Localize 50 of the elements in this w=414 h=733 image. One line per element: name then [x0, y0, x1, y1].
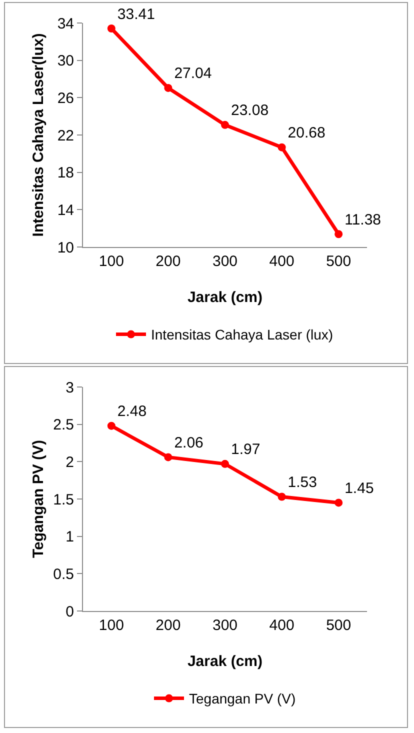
y-tick-label: 22: [57, 127, 74, 144]
x-tick-label: 100: [98, 253, 124, 270]
y-tick-label: 0.5: [53, 566, 74, 583]
x-tick-label: 400: [269, 253, 294, 270]
y-tick-label: 2: [66, 454, 74, 471]
point: [221, 460, 229, 468]
y-tick-label: 14: [57, 202, 74, 219]
point: [221, 120, 229, 129]
y-tick-label: 2.5: [53, 416, 74, 434]
data-label: 1.97: [231, 441, 260, 458]
data-label: 2.48: [117, 403, 147, 420]
data-label: 23.08: [231, 102, 269, 120]
data-label: 33.41: [117, 6, 155, 23]
y-tick-label: 3: [66, 379, 74, 396]
y-tick-label: 10: [57, 239, 74, 256]
data-label: 1.45: [344, 480, 374, 497]
point: [107, 24, 116, 33]
y-tick-label: 1.5: [53, 491, 74, 508]
x-tick-label: 200: [156, 253, 181, 270]
point: [107, 422, 116, 430]
y-tick-label: 34: [57, 15, 74, 32]
point: [334, 230, 343, 238]
data-label: 11.38: [344, 211, 382, 228]
y-tick-label: 26: [57, 90, 74, 107]
data-label: 20.68: [288, 124, 326, 142]
x-tick-label: 300: [212, 617, 238, 634]
x-tick-label: 300: [212, 253, 238, 270]
x-tick-label: 500: [326, 617, 352, 634]
y-axis-title: Intensitas Cahaya Laser(lux): [30, 33, 47, 237]
y-tick-label: 18: [57, 164, 74, 182]
legend-label: Tegangan PV (V): [189, 690, 296, 707]
point: [334, 498, 343, 507]
point: [278, 492, 286, 501]
point: [278, 143, 286, 152]
x-tick-label: 200: [156, 617, 181, 634]
y-tick-label: 0: [66, 603, 74, 620]
x-tick-label: 100: [98, 617, 124, 634]
point: [164, 453, 172, 462]
data-label: 2.06: [174, 434, 204, 452]
y-tick-label: 30: [57, 52, 74, 70]
x-axis-title: Jarak (cm): [187, 289, 263, 306]
data-label: 1.53: [288, 474, 318, 492]
x-tick-label: 500: [326, 253, 352, 270]
x-tick-label: 400: [269, 617, 294, 634]
point: [164, 84, 172, 92]
y-tick-label: 1: [66, 528, 74, 546]
legend-label: Intensitas Cahaya Laser (lux): [151, 326, 334, 343]
x-axis-title: Jarak (cm): [187, 653, 263, 670]
data-label: 27.04: [174, 65, 212, 82]
y-axis-title: Tegangan PV (V): [30, 440, 47, 558]
